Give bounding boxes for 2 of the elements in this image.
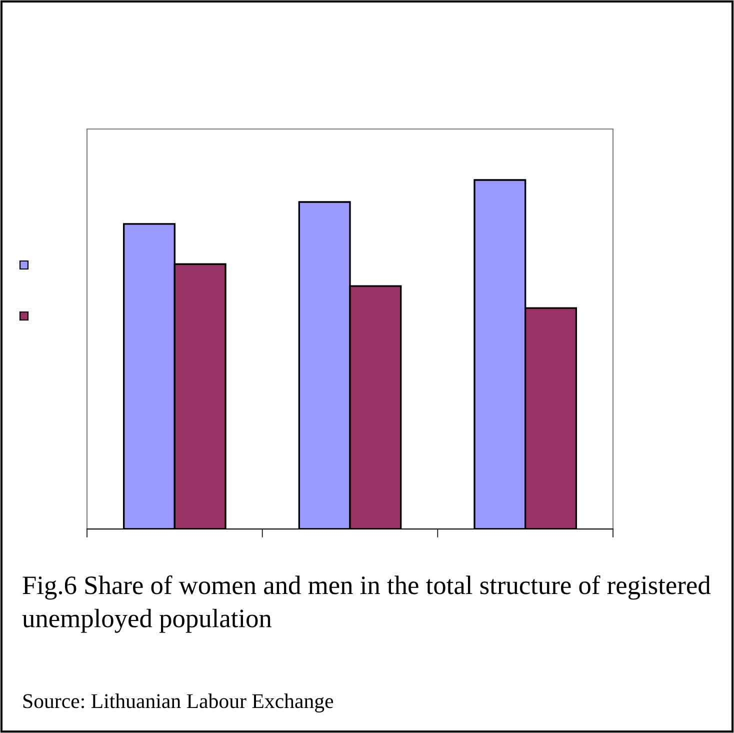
source-note: Source: Lithuanian Labour Exchange — [23, 694, 334, 712]
caption: Fig.6 Share of women and men in the total structure of registered unemployed population — [22, 575, 711, 633]
